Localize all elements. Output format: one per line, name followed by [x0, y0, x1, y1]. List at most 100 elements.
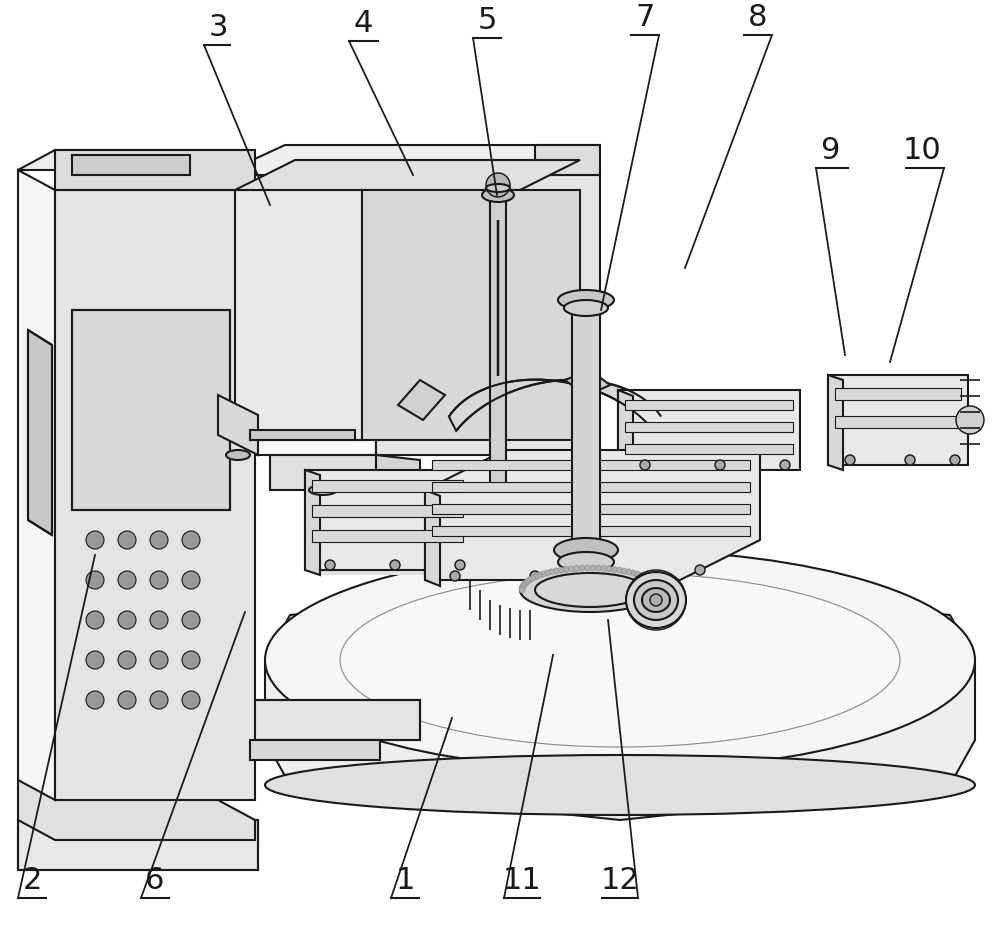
Circle shape: [640, 460, 650, 470]
Polygon shape: [398, 380, 445, 420]
Polygon shape: [572, 305, 600, 550]
Polygon shape: [218, 395, 258, 455]
Polygon shape: [625, 422, 793, 432]
Circle shape: [182, 531, 200, 549]
Text: 11: 11: [503, 866, 541, 895]
Polygon shape: [618, 390, 633, 476]
Polygon shape: [618, 390, 800, 470]
Polygon shape: [835, 388, 961, 400]
Polygon shape: [376, 455, 420, 495]
Polygon shape: [312, 505, 463, 517]
Ellipse shape: [340, 573, 900, 747]
Circle shape: [650, 594, 662, 606]
Polygon shape: [220, 175, 376, 455]
Polygon shape: [270, 455, 376, 490]
Circle shape: [650, 579, 656, 584]
Circle shape: [563, 566, 569, 572]
Polygon shape: [432, 482, 750, 492]
Text: 5: 5: [477, 6, 497, 35]
Circle shape: [182, 571, 200, 589]
Text: 6: 6: [145, 866, 165, 895]
Text: 2: 2: [22, 866, 42, 895]
Text: 9: 9: [820, 136, 840, 165]
Circle shape: [610, 571, 620, 581]
Circle shape: [956, 406, 984, 434]
Text: 12: 12: [601, 866, 639, 895]
Polygon shape: [250, 430, 355, 440]
Polygon shape: [432, 526, 750, 536]
Polygon shape: [425, 450, 760, 580]
Circle shape: [118, 571, 136, 589]
Polygon shape: [565, 370, 610, 396]
Circle shape: [905, 455, 915, 465]
Circle shape: [601, 566, 607, 571]
Circle shape: [325, 560, 335, 570]
Circle shape: [530, 575, 536, 582]
Ellipse shape: [265, 550, 975, 770]
Circle shape: [553, 568, 559, 574]
Polygon shape: [835, 416, 961, 428]
Circle shape: [544, 570, 550, 576]
Circle shape: [520, 583, 526, 589]
Circle shape: [655, 587, 661, 593]
Ellipse shape: [564, 300, 608, 316]
Ellipse shape: [554, 538, 618, 562]
Circle shape: [527, 577, 533, 582]
Polygon shape: [265, 580, 975, 820]
Ellipse shape: [482, 188, 514, 202]
Ellipse shape: [265, 755, 975, 815]
Polygon shape: [28, 330, 52, 535]
Polygon shape: [376, 175, 600, 455]
Circle shape: [533, 574, 539, 580]
Circle shape: [519, 585, 525, 591]
Circle shape: [182, 691, 200, 709]
Ellipse shape: [642, 588, 670, 612]
Circle shape: [626, 569, 632, 575]
Circle shape: [522, 580, 528, 586]
Ellipse shape: [226, 450, 250, 460]
Circle shape: [652, 580, 658, 586]
Circle shape: [695, 565, 705, 575]
Ellipse shape: [309, 485, 337, 495]
Circle shape: [150, 531, 168, 549]
Circle shape: [182, 611, 200, 629]
Circle shape: [150, 611, 168, 629]
Circle shape: [630, 570, 636, 576]
Polygon shape: [312, 530, 463, 542]
Polygon shape: [220, 700, 420, 740]
Circle shape: [616, 567, 622, 573]
Polygon shape: [235, 160, 580, 190]
Circle shape: [654, 583, 660, 589]
Polygon shape: [305, 470, 320, 575]
Circle shape: [390, 560, 400, 570]
Polygon shape: [432, 504, 750, 514]
Polygon shape: [432, 460, 750, 470]
Polygon shape: [490, 195, 506, 490]
Circle shape: [311, 478, 335, 502]
Circle shape: [641, 574, 647, 580]
Circle shape: [780, 460, 790, 470]
Circle shape: [611, 566, 617, 572]
Circle shape: [521, 582, 527, 588]
Circle shape: [634, 571, 640, 577]
Circle shape: [486, 173, 510, 197]
Circle shape: [118, 611, 136, 629]
Circle shape: [584, 565, 590, 571]
Circle shape: [86, 611, 104, 629]
Polygon shape: [425, 490, 440, 586]
Circle shape: [568, 566, 574, 572]
Text: 4: 4: [353, 9, 373, 38]
Polygon shape: [18, 760, 255, 840]
Text: 3: 3: [208, 13, 228, 42]
Polygon shape: [250, 740, 380, 760]
Text: 8: 8: [748, 3, 768, 32]
Polygon shape: [535, 145, 600, 175]
Polygon shape: [828, 375, 843, 470]
Ellipse shape: [634, 580, 678, 620]
Circle shape: [845, 455, 855, 465]
Text: 10: 10: [903, 136, 941, 165]
Polygon shape: [18, 150, 255, 170]
Polygon shape: [312, 480, 463, 492]
Ellipse shape: [535, 573, 645, 607]
Circle shape: [715, 460, 725, 470]
